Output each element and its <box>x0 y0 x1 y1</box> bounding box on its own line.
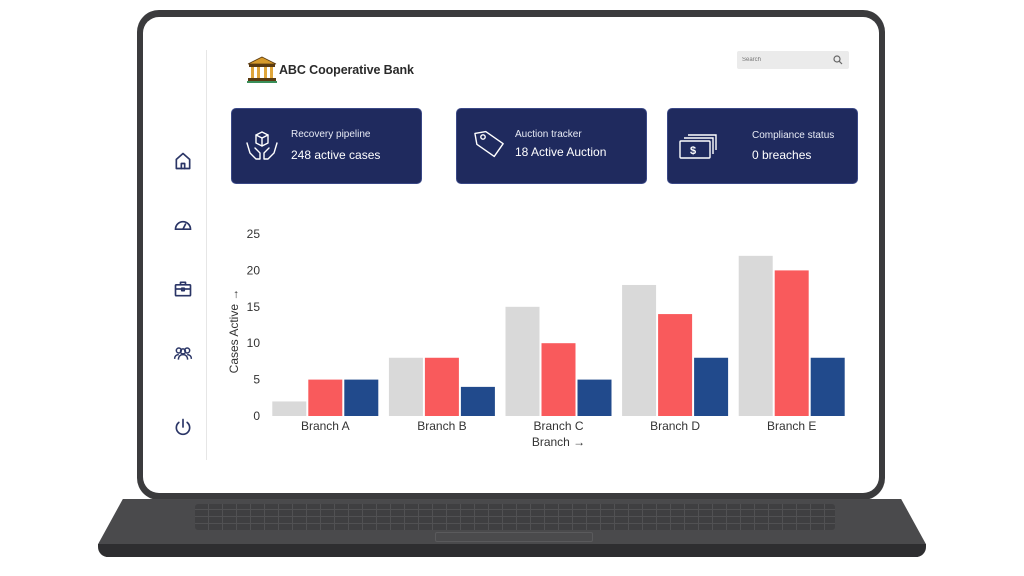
y-tick-label: 15 <box>247 300 261 314</box>
bar-branch-e-s3[interactable] <box>810 357 845 416</box>
speedometer-icon <box>174 220 192 230</box>
y-tick-label: 25 <box>247 227 261 241</box>
card-recovery-pipeline[interactable]: Recovery pipeline 248 active cases <box>231 108 422 184</box>
cash-stack-icon: $ <box>679 134 717 159</box>
card-title: Auction tracker <box>515 129 582 140</box>
bar-branch-d-s1[interactable] <box>622 284 657 416</box>
power-icon <box>175 418 191 436</box>
card-value: 248 active cases <box>291 148 381 162</box>
y-tick-label: 20 <box>247 263 261 277</box>
bar-branch-a-s3[interactable] <box>344 379 379 416</box>
bar-branch-e-s1[interactable] <box>738 255 773 416</box>
bank-building-icon <box>247 56 277 84</box>
bar-group <box>272 255 845 416</box>
bar-branch-c-s2[interactable] <box>541 343 576 416</box>
bank-name: ABC Cooperative Bank <box>279 63 414 77</box>
search-icon[interactable] <box>833 55 843 65</box>
x-tick-label: Branch A <box>301 419 350 433</box>
bar-branch-c-s3[interactable] <box>577 379 612 416</box>
search-box[interactable] <box>737 51 849 69</box>
search-input[interactable] <box>742 53 830 66</box>
x-axis-label: Branch → <box>532 435 585 449</box>
x-tick-label: Branch D <box>650 419 700 433</box>
sidebar-item-home[interactable] <box>170 148 196 174</box>
bar-branch-b-s2[interactable] <box>424 357 459 416</box>
y-axis-label: Cases Active → <box>227 289 241 374</box>
bar-branch-e-s2[interactable] <box>774 270 809 416</box>
sidebar-item-users[interactable] <box>170 340 196 366</box>
price-tag-icon <box>474 130 504 158</box>
x-tick-label: Branch C <box>533 419 583 433</box>
y-tick-label: 10 <box>247 336 261 350</box>
bar-branch-d-s2[interactable] <box>658 314 693 416</box>
card-auction-tracker[interactable]: Auction tracker 18 Active Auction <box>456 108 647 184</box>
bar-branch-d-s3[interactable] <box>694 357 729 416</box>
card-value: 18 Active Auction <box>515 145 607 159</box>
card-title: Compliance status <box>752 130 835 141</box>
bar-branch-c-s1[interactable] <box>505 306 540 416</box>
users-icon <box>173 347 193 360</box>
sidebar-item-cases[interactable] <box>170 276 196 302</box>
y-tick-label: 5 <box>253 373 260 387</box>
x-tick-label: Branch E <box>767 419 816 433</box>
x-tick-label: Branch B <box>417 419 466 433</box>
logout-button[interactable] <box>170 414 196 440</box>
card-compliance-status[interactable]: $ Compliance status 0 breaches <box>667 108 858 184</box>
bar-branch-a-s2[interactable] <box>308 379 343 416</box>
laptop-keyboard <box>195 504 835 530</box>
card-value: 0 breaches <box>752 148 812 162</box>
sidebar-item-dashboard[interactable] <box>170 212 196 238</box>
x-axis-ticks: Branch A Branch B Branch C Branch D Branch E <box>301 419 816 433</box>
card-title: Recovery pipeline <box>291 129 371 140</box>
laptop-touchpad <box>435 532 593 542</box>
bar-branch-b-s1[interactable] <box>388 357 423 416</box>
y-tick-label: 0 <box>253 409 260 423</box>
home-icon <box>175 152 191 170</box>
y-axis-ticks: 0 5 10 15 20 25 <box>247 227 261 423</box>
laptop-base-edge <box>98 544 926 557</box>
briefcase-icon <box>174 281 192 297</box>
bar-branch-b-s3[interactable] <box>460 386 495 416</box>
sidebar-divider <box>206 50 207 460</box>
hands-box-icon <box>246 131 278 160</box>
svg-text:$: $ <box>690 145 696 157</box>
bar-branch-a-s1[interactable] <box>272 401 307 416</box>
